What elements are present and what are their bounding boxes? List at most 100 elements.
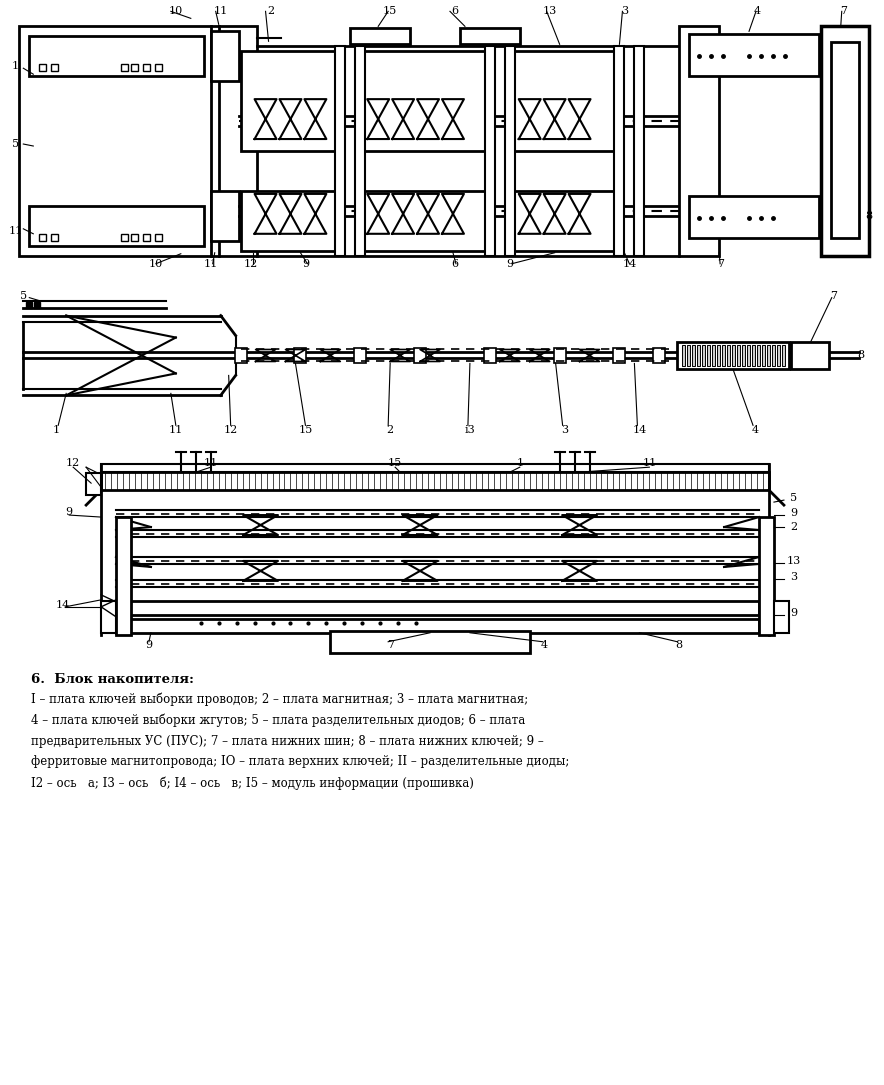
Text: 6: 6 [452, 258, 459, 269]
Bar [782, 345, 785, 367]
Bar [679, 26, 719, 256]
Bar [116, 601, 759, 615]
Bar [240, 191, 340, 251]
Bar [697, 345, 700, 367]
Text: 2: 2 [267, 7, 274, 16]
Bar [143, 233, 150, 241]
Bar [460, 28, 520, 44]
Text: 5: 5 [11, 139, 19, 149]
Text: 7: 7 [840, 7, 847, 16]
Bar [742, 345, 745, 367]
Text: 9: 9 [790, 608, 797, 617]
Bar [39, 233, 46, 241]
Bar [414, 347, 426, 363]
Text: 11: 11 [203, 458, 217, 469]
Text: 6: 6 [452, 7, 459, 16]
Bar [155, 64, 162, 72]
Text: 13: 13 [787, 556, 801, 566]
Bar [702, 345, 705, 367]
Bar [331, 630, 530, 653]
Bar [737, 345, 740, 367]
Bar [717, 345, 720, 367]
Text: 8: 8 [675, 640, 682, 650]
Bar [131, 233, 138, 241]
Bar [831, 42, 858, 238]
Text: 7: 7 [386, 640, 393, 650]
Bar [335, 47, 346, 256]
Bar [677, 342, 789, 370]
Bar [613, 347, 625, 363]
Bar [713, 345, 715, 367]
Bar [101, 601, 116, 633]
Bar [687, 345, 690, 367]
Bar [757, 345, 760, 367]
Bar [210, 191, 239, 241]
Text: 9: 9 [65, 507, 72, 518]
Bar [635, 47, 644, 256]
Text: 1: 1 [53, 425, 60, 435]
Bar [690, 35, 819, 76]
Bar [51, 64, 58, 72]
Text: I2 – ось   а; I3 – ось   б; I4 – ось   в; I5 – модуль информации (прошивка): I2 – ось а; I3 – ось б; I4 – ось в; I5 –… [31, 777, 474, 790]
Text: 14: 14 [632, 425, 646, 435]
Text: 11: 11 [214, 7, 228, 16]
Bar [19, 26, 256, 256]
Bar [39, 64, 46, 72]
Bar [484, 47, 495, 256]
Text: 15: 15 [383, 7, 397, 16]
Bar [86, 473, 101, 495]
Bar [762, 345, 765, 367]
Text: 12: 12 [243, 258, 258, 269]
Text: 11: 11 [642, 458, 657, 469]
Text: 15: 15 [388, 458, 402, 469]
Text: 3: 3 [561, 425, 568, 435]
Bar [234, 347, 247, 363]
Bar [350, 28, 410, 44]
Bar [553, 347, 566, 363]
Bar [484, 347, 496, 363]
Bar [752, 345, 755, 367]
Bar [29, 36, 203, 76]
Text: 3: 3 [621, 7, 628, 16]
Text: 4 – плата ключей выборки жгутов; 5 – плата разделительных диодов; 6 – плата: 4 – плата ключей выборки жгутов; 5 – пла… [31, 714, 526, 727]
Bar [116, 518, 131, 635]
Text: i3: i3 [464, 425, 476, 435]
Bar [722, 345, 725, 367]
Text: 8: 8 [857, 350, 865, 360]
Text: 5: 5 [790, 493, 797, 503]
Text: 2: 2 [386, 425, 393, 435]
Bar [131, 64, 138, 72]
Bar [821, 26, 869, 256]
Bar [728, 345, 730, 367]
Text: 4: 4 [751, 425, 758, 435]
Text: 12: 12 [66, 458, 80, 469]
Text: 9: 9 [145, 640, 152, 650]
Bar [614, 47, 624, 256]
Text: 14: 14 [622, 258, 636, 269]
Text: 11: 11 [203, 258, 217, 269]
Bar [692, 345, 695, 367]
Bar [510, 51, 620, 151]
Text: 1: 1 [516, 458, 523, 469]
Text: 11: 11 [169, 425, 183, 435]
Text: 6.  Блок накопителя:: 6. Блок накопителя: [31, 673, 194, 686]
Text: 4: 4 [753, 7, 760, 16]
Bar [510, 191, 620, 251]
Bar [354, 347, 366, 363]
Text: 9: 9 [507, 258, 514, 269]
Bar [210, 31, 239, 81]
Text: 2: 2 [790, 522, 797, 532]
Text: 5: 5 [19, 291, 27, 301]
Bar [29, 206, 203, 246]
Text: 10: 10 [169, 7, 183, 16]
Bar [143, 64, 150, 72]
Bar [121, 64, 128, 72]
Bar [777, 345, 780, 367]
Bar [707, 345, 710, 367]
Text: 4: 4 [541, 640, 548, 650]
Bar [361, 51, 490, 151]
Bar [791, 342, 829, 370]
Text: 14: 14 [56, 600, 71, 610]
Bar [361, 191, 490, 251]
Text: 11: 11 [8, 226, 22, 235]
